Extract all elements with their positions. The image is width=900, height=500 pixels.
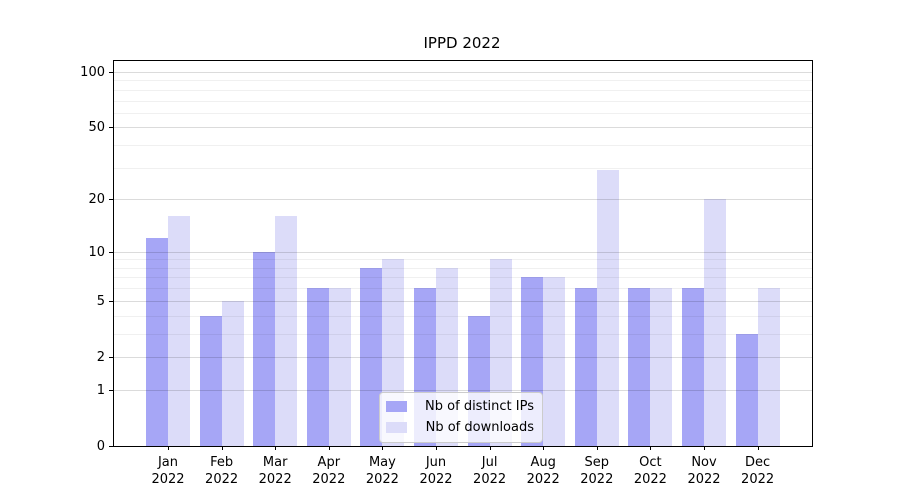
x-tick-label-nov: Nov 2022 <box>687 455 721 487</box>
legend-label-distinct-ips: Nb of distinct IPs <box>425 399 534 414</box>
x-tick-sep <box>596 446 598 450</box>
major-gridline-2 <box>114 356 812 358</box>
bar-distinct-ips-dec <box>735 333 758 446</box>
x-tick-label-dec: Dec 2022 <box>741 455 775 487</box>
major-gridline-20 <box>114 199 812 201</box>
major-gridline-100 <box>114 72 812 73</box>
minor-gridline-4 <box>114 315 812 317</box>
legend-swatch-distinct-ips <box>386 401 407 412</box>
x-tick-jan <box>168 446 169 450</box>
minor-gridline-8 <box>114 267 812 269</box>
minor-gridline-80 <box>114 89 812 91</box>
bar-distinct-ips-feb <box>199 315 222 446</box>
legend-swatch-downloads <box>386 422 407 433</box>
x-tick-oct <box>650 446 652 450</box>
minor-gridline-90 <box>114 80 812 82</box>
major-gridline-5 <box>114 300 812 302</box>
x-tick-label-may: May 2022 <box>365 455 399 487</box>
y-tick-1 <box>109 389 114 391</box>
x-tick-jul <box>489 446 491 450</box>
bar-downloads-sep <box>596 170 619 446</box>
y-tick-20 <box>109 199 114 201</box>
minor-gridline-40 <box>114 145 812 147</box>
x-tick-aug <box>543 446 545 450</box>
y-tick-2 <box>109 356 114 358</box>
y-tick-label-20: 20 <box>88 192 105 208</box>
bar-downloads-feb <box>221 300 244 446</box>
bar-distinct-ips-apr <box>306 288 329 446</box>
bar-distinct-ips-jan <box>146 238 168 446</box>
minor-gridline-7 <box>114 277 812 279</box>
bar-downloads-oct <box>650 288 673 446</box>
x-tick-nov <box>704 446 705 450</box>
chart-title: IPPD 2022 <box>423 34 501 52</box>
bar-distinct-ips-oct <box>628 288 651 446</box>
minor-gridline-70 <box>114 100 812 102</box>
bar-downloads-nov <box>704 199 726 446</box>
x-tick-label-aug: Aug 2022 <box>526 455 560 487</box>
bar-downloads-mar <box>275 216 298 446</box>
y-tick-label-2: 2 <box>96 349 105 365</box>
minor-gridline-3 <box>114 333 812 335</box>
bar-distinct-ips-nov <box>682 288 704 446</box>
x-tick-label-apr: Apr 2022 <box>312 455 346 487</box>
major-gridline-50 <box>114 127 812 129</box>
y-tick-label-50: 50 <box>88 120 105 136</box>
x-tick-jun <box>436 446 437 450</box>
x-tick-label-mar: Mar 2022 <box>258 455 292 487</box>
x-tick-mar <box>275 446 277 450</box>
bar-distinct-ips-sep <box>574 288 597 446</box>
bar-downloads-dec <box>757 288 780 446</box>
y-tick-50 <box>109 127 114 129</box>
bar-distinct-ips-may <box>360 267 383 446</box>
bar-downloads-jan <box>168 216 190 446</box>
x-tick-label-jun: Jun 2022 <box>419 455 453 487</box>
y-tick-5 <box>109 300 114 302</box>
x-tick-feb <box>221 446 223 450</box>
minor-gridline-60 <box>114 112 812 114</box>
legend-label-downloads: Nb of downloads <box>425 420 534 435</box>
x-tick-label-jul: Jul 2022 <box>473 455 507 487</box>
legend-item-downloads: Nb of downloads <box>386 419 534 436</box>
x-tick-may <box>382 446 384 450</box>
bar-downloads-aug <box>543 277 566 446</box>
bar-distinct-ips-mar <box>253 251 276 446</box>
x-tick-label-sep: Sep 2022 <box>580 455 614 487</box>
y-tick-label-5: 5 <box>96 293 105 309</box>
bar-downloads-apr <box>328 288 351 446</box>
y-tick-10 <box>109 251 114 253</box>
y-tick-label-100: 100 <box>80 65 105 80</box>
minor-gridline-9 <box>114 259 812 261</box>
y-tick-100 <box>109 72 114 73</box>
minor-gridline-6 <box>114 288 812 290</box>
plot-area: Nb of distinct IPs Nb of downloads 0 1 2 5 1… <box>80 60 813 487</box>
x-tick-apr <box>328 446 330 450</box>
major-gridline-1 <box>114 389 812 391</box>
legend-item-distinct-ips: Nb of distinct IPs <box>386 398 534 415</box>
y-tick-label-0: 0 <box>96 439 105 454</box>
x-tick-dec <box>757 446 759 450</box>
x-tick-label-jan: Jan 2022 <box>151 455 185 487</box>
legend: Nb of distinct IPs Nb of downloads <box>379 392 543 443</box>
y-tick-0 <box>109 446 114 447</box>
y-tick-label-1: 1 <box>96 382 105 398</box>
minor-gridline-30 <box>114 167 812 169</box>
y-tick-label-10: 10 <box>88 244 105 260</box>
major-gridline-10 <box>114 251 812 253</box>
x-tick-label-oct: Oct 2022 <box>633 455 667 487</box>
x-tick-label-feb: Feb 2022 <box>205 455 239 487</box>
